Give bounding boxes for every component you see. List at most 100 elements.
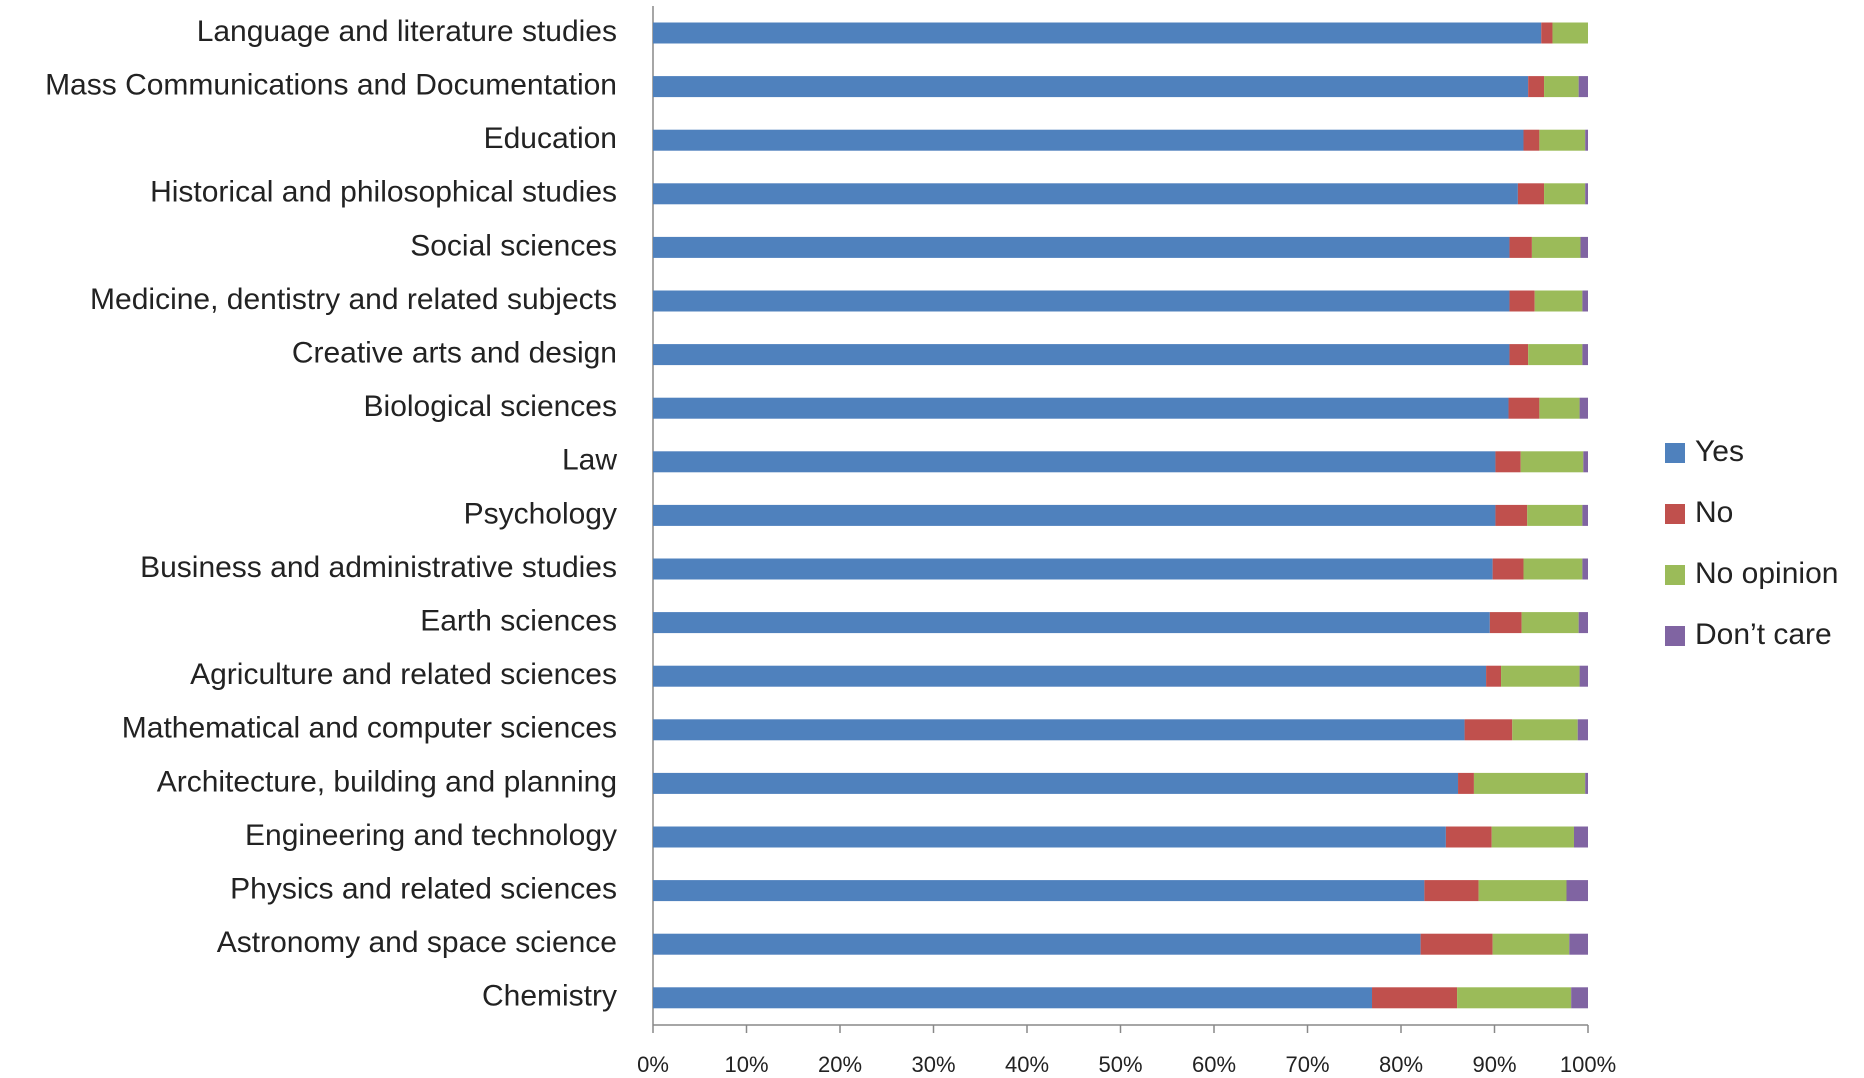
bar-segment	[653, 22, 1542, 44]
category-label: Psychology	[464, 497, 617, 530]
bar-segment	[1528, 76, 1545, 98]
bar-segment	[1577, 719, 1588, 741]
bar-segment	[653, 236, 1510, 258]
category-label: Mass Communications and Documentation	[45, 69, 617, 102]
bar-segment	[1552, 22, 1588, 44]
bar-segment	[1569, 933, 1588, 955]
bar-segment	[1539, 129, 1586, 151]
bar-segment	[1424, 880, 1479, 902]
category-label: Education	[484, 122, 617, 155]
bar-segment	[1583, 451, 1588, 473]
bar-segment	[1544, 76, 1579, 98]
bar-segment	[1508, 397, 1540, 419]
category-label: Engineering and technology	[245, 819, 617, 852]
x-tick-label: 50%	[1098, 1052, 1142, 1077]
category-label: Business and administrative studies	[140, 551, 617, 584]
bar-segment	[1539, 397, 1580, 419]
bar-segment	[1517, 183, 1545, 205]
category-label: Physics and related sciences	[230, 873, 617, 906]
x-tick-label: 90%	[1472, 1052, 1516, 1077]
bar-segment	[1509, 344, 1529, 366]
category-label: Creative arts and design	[292, 337, 617, 370]
bar-segment	[1582, 290, 1588, 312]
legend-swatch	[1665, 443, 1685, 463]
bar-segment	[1523, 558, 1583, 580]
x-tick-label: 30%	[911, 1052, 955, 1077]
category-label: Language and literature studies	[197, 15, 617, 48]
bar-segment	[653, 558, 1493, 580]
legend-swatch	[1665, 626, 1685, 646]
bar-segment	[1458, 772, 1474, 794]
bar-segment	[1512, 719, 1578, 741]
bar-segment	[1544, 183, 1586, 205]
legend-swatch	[1665, 504, 1685, 524]
category-label: Agriculture and related sciences	[190, 658, 617, 691]
bar-segment	[1495, 451, 1521, 473]
x-tick-label: 100%	[1560, 1052, 1616, 1077]
legend-swatch	[1665, 565, 1685, 585]
bar-segment	[653, 183, 1518, 205]
bar-segment	[1528, 344, 1583, 366]
bar-segment	[1585, 183, 1588, 205]
bar-segment	[653, 880, 1425, 902]
bar-segment	[1531, 236, 1581, 258]
legend-label: Don’t care	[1695, 618, 1832, 651]
bar-segment	[1420, 933, 1493, 955]
bar-segment	[1521, 612, 1579, 634]
bar-segment	[653, 504, 1496, 526]
bar-segment	[653, 826, 1446, 848]
category-label: Chemistry	[482, 980, 617, 1013]
bar-segment	[1520, 451, 1584, 473]
bar-segment	[653, 397, 1509, 419]
bar-segment	[1509, 290, 1535, 312]
category-label: Social sciences	[410, 229, 617, 262]
bar-segment	[1495, 504, 1528, 526]
bar-segment	[1541, 22, 1553, 44]
x-tick-label: 0%	[637, 1052, 669, 1077]
bar-segment	[1457, 987, 1572, 1009]
bar-segment	[1582, 558, 1588, 580]
bar-segment	[1585, 772, 1588, 794]
bar-segment	[1486, 665, 1502, 687]
bar-segment	[1579, 397, 1588, 419]
bar-segment	[1582, 504, 1588, 526]
bar-segment	[1501, 665, 1580, 687]
bar-segment	[1566, 880, 1588, 902]
bar-segment	[653, 129, 1524, 151]
category-label: Law	[562, 444, 617, 477]
bar-segment	[1527, 504, 1583, 526]
bar-segment	[653, 719, 1465, 741]
bar-segment	[1579, 665, 1588, 687]
bar-segment	[1445, 826, 1492, 848]
category-label: Earth sciences	[420, 605, 617, 638]
bar-segment	[1571, 987, 1588, 1009]
category-label: Architecture, building and planning	[157, 765, 617, 798]
category-label: Astronomy and space science	[217, 926, 617, 959]
bar-segment	[1372, 987, 1458, 1009]
bar-segment	[653, 290, 1510, 312]
bar-segment	[1509, 236, 1532, 258]
bar-segment	[653, 451, 1496, 473]
bar-segment	[653, 933, 1421, 955]
bar-segment	[653, 772, 1459, 794]
x-tick-label: 10%	[724, 1052, 768, 1077]
bar-segment	[653, 987, 1373, 1009]
x-tick-label: 20%	[818, 1052, 862, 1077]
bar-segment	[1534, 290, 1583, 312]
category-label: Biological sciences	[364, 390, 617, 423]
bar-segment	[1489, 612, 1522, 634]
bar-segment	[1492, 558, 1524, 580]
legend-label: Yes	[1695, 435, 1744, 468]
bar-segment	[653, 612, 1490, 634]
bar-segment	[1573, 826, 1588, 848]
x-tick-label: 80%	[1379, 1052, 1423, 1077]
bar-segment	[1578, 612, 1588, 634]
bar-segment	[1580, 236, 1588, 258]
bar-segment	[653, 76, 1529, 98]
bar-segment	[653, 665, 1487, 687]
bar-segment	[1473, 772, 1586, 794]
category-label: Mathematical and computer sciences	[122, 712, 617, 745]
bar-segment	[1523, 129, 1540, 151]
